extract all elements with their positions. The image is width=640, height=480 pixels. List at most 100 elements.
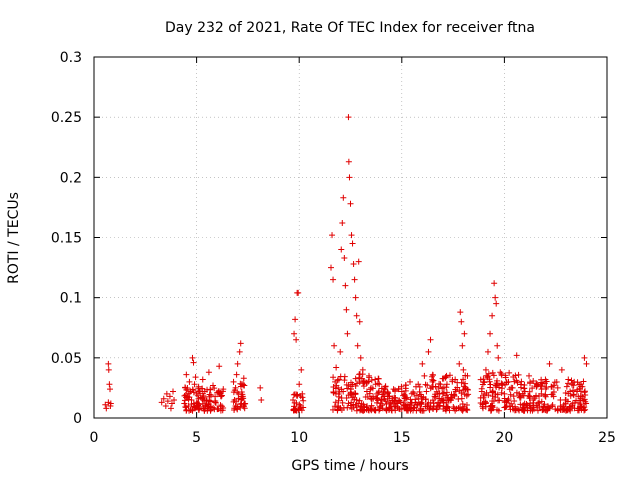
data-point: [345, 114, 352, 121]
data-point: [427, 385, 434, 392]
data-point: [520, 402, 527, 409]
data-point: [429, 405, 436, 412]
data-point: [496, 384, 503, 391]
data-point: [550, 389, 557, 396]
data-point: [189, 386, 196, 393]
data-point: [386, 393, 393, 400]
x-tick-label: 15: [393, 430, 411, 446]
data-point: [400, 392, 407, 399]
data-point: [413, 383, 420, 390]
data-point: [103, 405, 110, 412]
data-point: [357, 354, 364, 361]
data-point: [338, 246, 345, 253]
data-point: [240, 381, 247, 388]
data-point: [458, 390, 465, 397]
data-point: [407, 402, 414, 409]
data-point: [168, 400, 175, 407]
data-point: [381, 385, 388, 392]
data-point: [258, 396, 265, 403]
data-point: [493, 383, 500, 390]
data-point: [443, 381, 450, 388]
data-point: [569, 404, 576, 411]
data-point: [297, 404, 304, 411]
data-point: [548, 383, 555, 390]
data-point: [402, 405, 409, 412]
data-point: [186, 378, 193, 385]
data-point: [339, 220, 346, 227]
data-point: [538, 398, 545, 405]
data-point: [490, 398, 497, 405]
data-point: [348, 405, 355, 412]
data-point: [570, 387, 577, 394]
data-point: [494, 406, 501, 413]
data-point: [105, 366, 112, 373]
data-point: [439, 390, 446, 397]
data-point: [237, 380, 244, 387]
data-point: [358, 406, 365, 413]
data-point: [494, 342, 501, 349]
data-point: [332, 399, 339, 406]
data-point: [207, 403, 214, 410]
data-point: [518, 378, 525, 385]
data-point: [205, 403, 212, 410]
data-point: [199, 400, 206, 407]
data-point: [218, 403, 225, 410]
data-point: [105, 360, 112, 367]
data-point: [435, 399, 442, 406]
data-point: [462, 372, 469, 379]
data-point: [163, 390, 170, 397]
data-point: [231, 406, 238, 413]
y-tick-label: 0.25: [51, 110, 82, 126]
data-point: [540, 403, 547, 410]
data-point: [424, 382, 431, 389]
data-point: [328, 264, 335, 271]
data-point: [337, 348, 344, 355]
data-point: [199, 376, 206, 383]
data-point: [340, 388, 347, 395]
data-point: [181, 397, 188, 404]
data-point: [356, 379, 363, 386]
data-point: [216, 363, 223, 370]
data-point: [440, 384, 447, 391]
data-point: [107, 386, 114, 393]
data-point: [516, 394, 523, 401]
y-tick-label: 0.1: [60, 291, 82, 307]
data-point: [498, 370, 505, 377]
data-point: [335, 390, 342, 397]
x-tick-label: 0: [90, 430, 99, 446]
data-point: [430, 377, 437, 384]
data-point: [430, 403, 437, 410]
data-point: [465, 386, 472, 393]
data-point: [532, 393, 539, 400]
data-point: [417, 401, 424, 408]
data-point: [418, 393, 425, 400]
data-point: [182, 384, 189, 391]
y-tick-label: 0.3: [60, 50, 82, 66]
data-point: [374, 395, 381, 402]
data-point: [498, 389, 505, 396]
data-point: [521, 381, 528, 388]
data-point: [583, 360, 590, 367]
data-point: [383, 401, 390, 408]
data-point: [292, 407, 299, 414]
data-point: [580, 378, 587, 385]
data-point: [369, 385, 376, 392]
data-point: [459, 342, 466, 349]
data-point: [499, 382, 506, 389]
data-point: [463, 406, 470, 413]
data-point: [230, 398, 237, 405]
data-point: [553, 378, 560, 385]
data-point: [412, 399, 419, 406]
data-point: [346, 174, 353, 181]
data-point: [329, 232, 336, 239]
data-point: [463, 392, 470, 399]
data-point: [376, 407, 383, 414]
data-point: [195, 403, 202, 410]
data-point: [520, 392, 527, 399]
data-point: [535, 400, 542, 407]
data-point: [492, 394, 499, 401]
data-point: [424, 403, 431, 410]
data-point: [347, 200, 354, 207]
data-point: [181, 400, 188, 407]
data-point: [443, 389, 450, 396]
